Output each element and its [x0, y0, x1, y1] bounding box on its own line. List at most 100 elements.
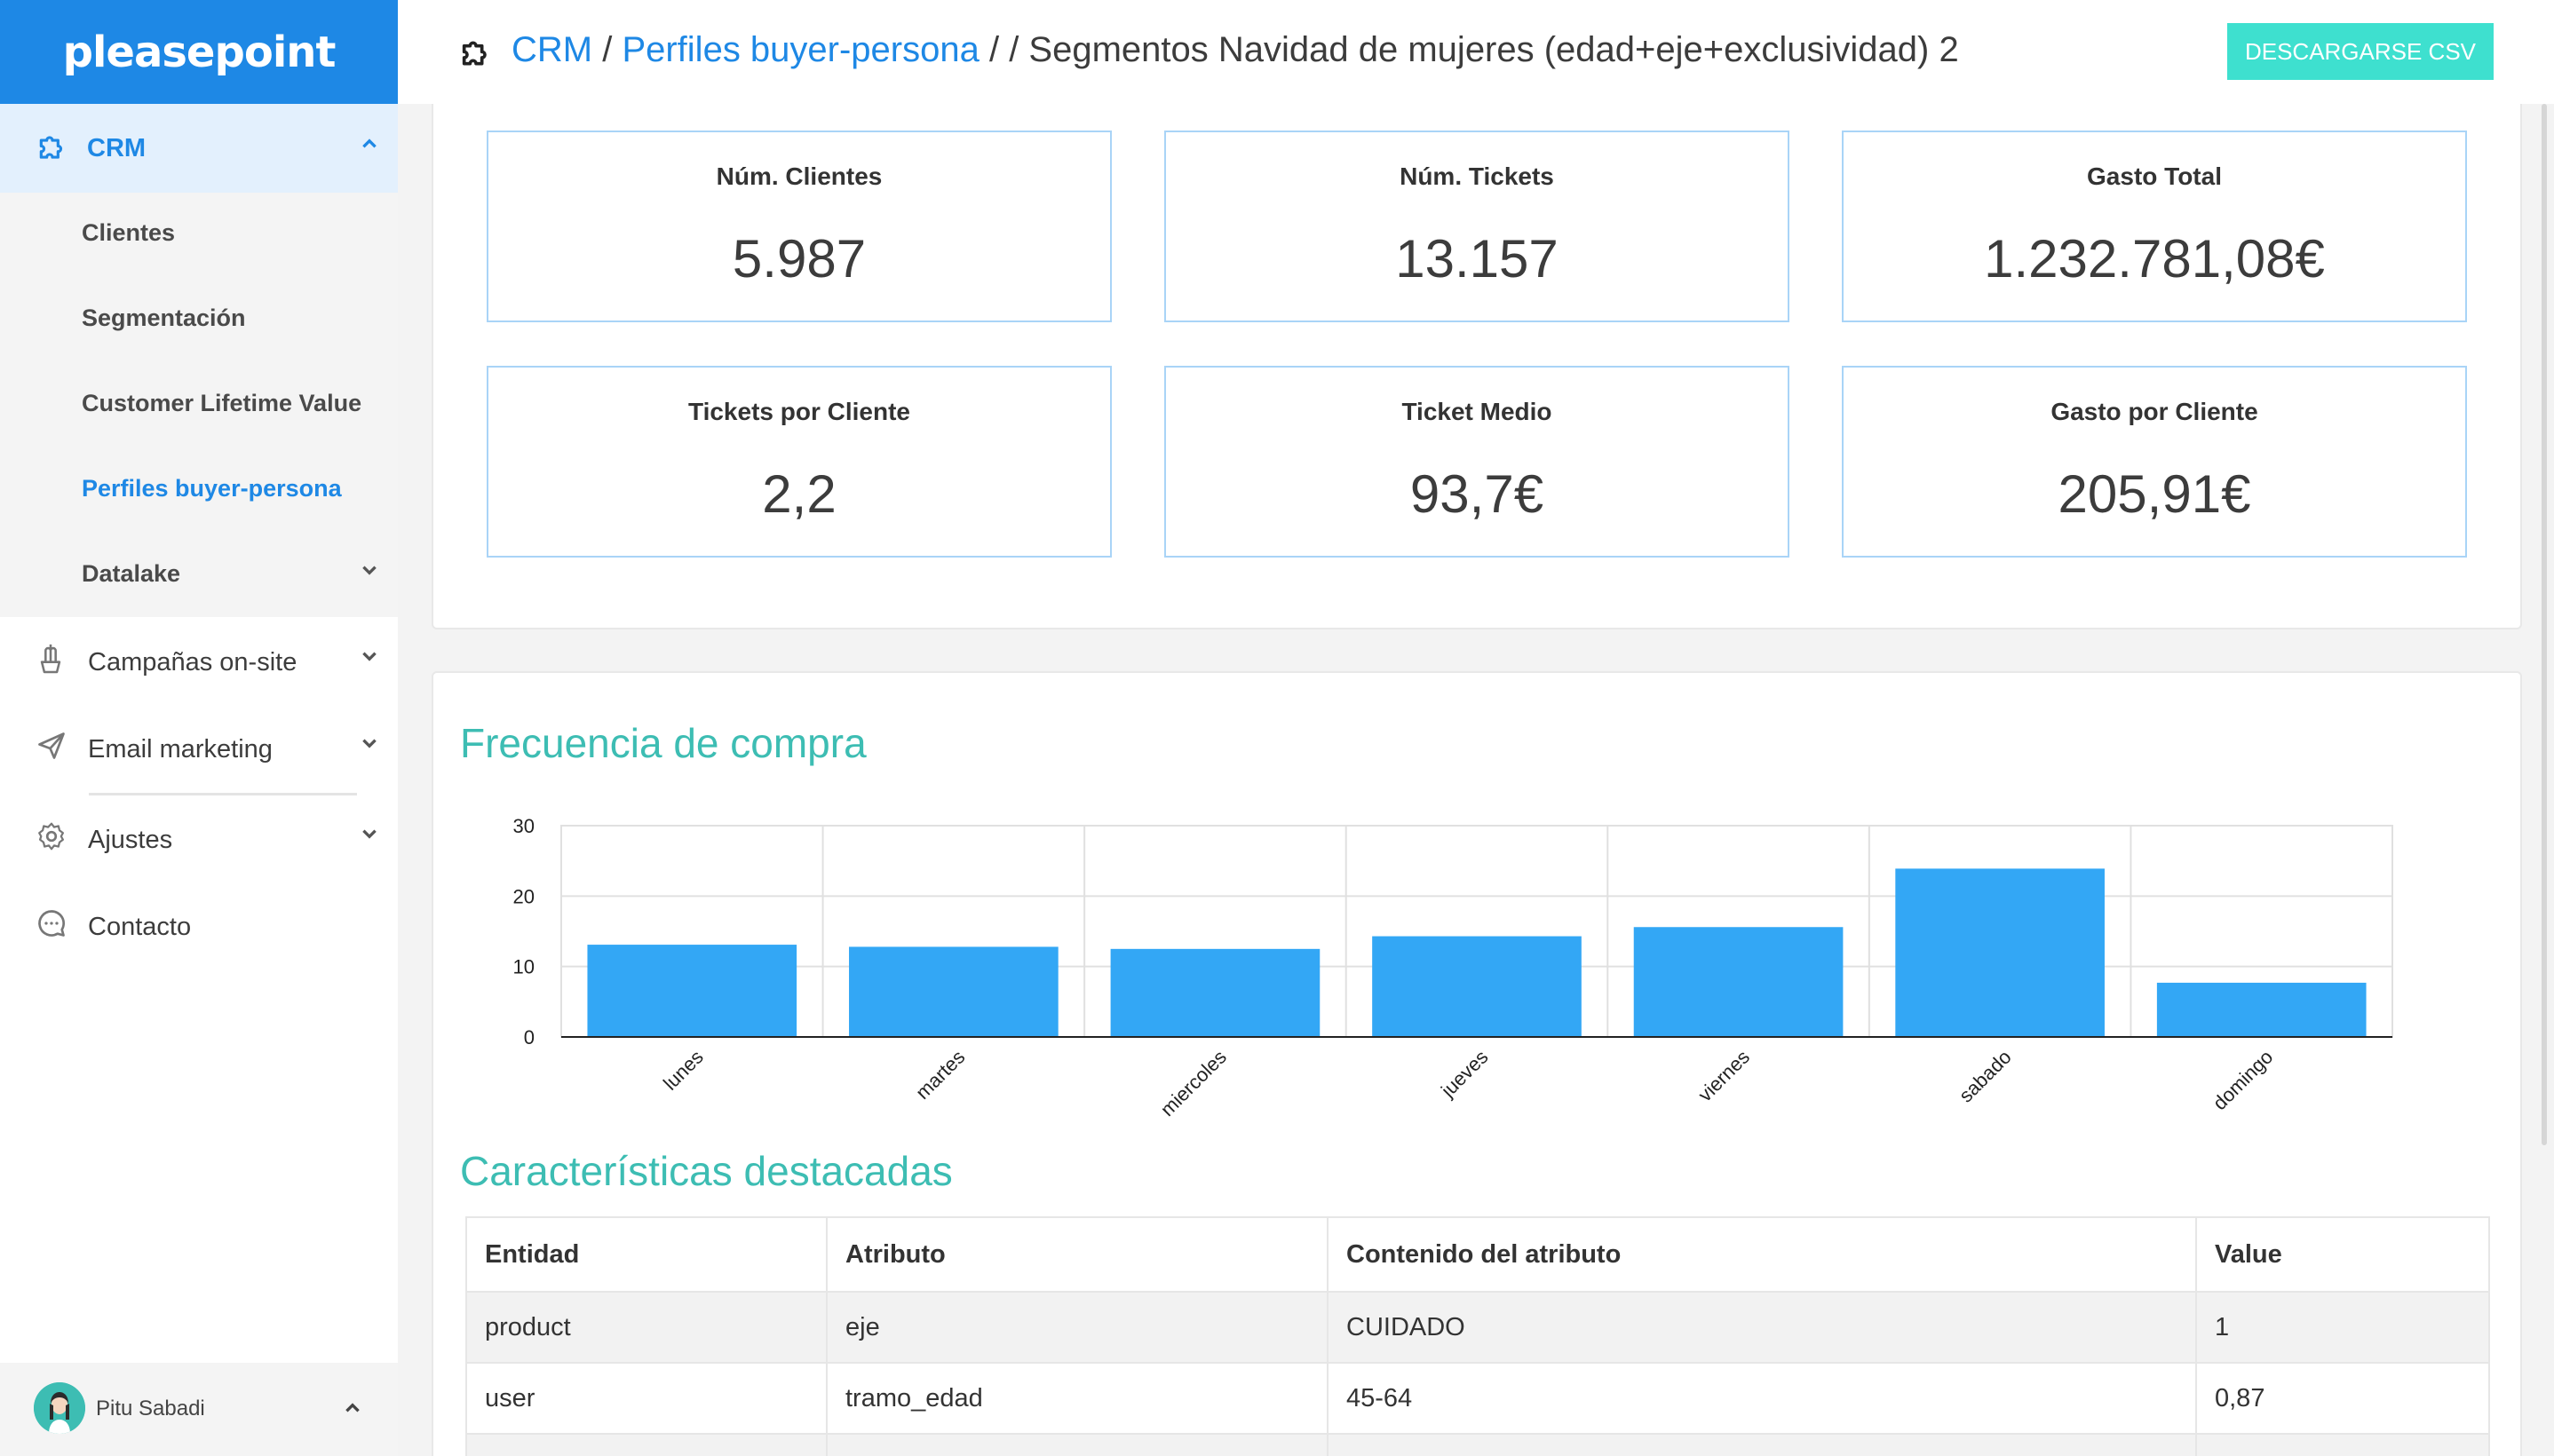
- cactus-icon: [36, 639, 66, 679]
- chevron-down-icon[interactable]: [360, 646, 379, 670]
- breadcrumb-current: / / Segmentos Navidad de mujeres (edad+e…: [979, 30, 1959, 69]
- sidebar-item-label: Ajustes: [88, 826, 173, 854]
- x-tick-label: sabado: [1955, 1046, 2016, 1107]
- kpi-value: 2,2: [762, 464, 837, 524]
- divider: [89, 793, 357, 795]
- frequency-title: Frecuencia de compra: [460, 720, 867, 766]
- sidebar-item-email[interactable]: Email marketing: [0, 710, 398, 790]
- sidebar-item-segmentacion[interactable]: Segmentación: [82, 305, 246, 331]
- table-cell: [1327, 1433, 2197, 1456]
- chevron-down-icon[interactable]: [360, 733, 379, 757]
- table-cell: user: [465, 1362, 828, 1435]
- column-header[interactable]: Value: [2195, 1216, 2490, 1293]
- table-cell: 0,87: [2195, 1362, 2490, 1435]
- kpi-card-clientes: Núm. Clientes 5.987: [487, 131, 1112, 322]
- chevron-down-icon[interactable]: [360, 824, 379, 848]
- chevron-down-icon[interactable]: [360, 560, 379, 584]
- x-tick-label: viernes: [1693, 1046, 1754, 1106]
- kpi-value: 1.232.781,08€: [1984, 229, 2325, 289]
- kpi-title: Núm. Clientes: [716, 162, 883, 190]
- bar: [1895, 868, 2105, 1037]
- puzzle-icon: [458, 36, 494, 75]
- x-tick-label: miercoles: [1156, 1046, 1231, 1120]
- paper-plane-icon: [36, 730, 67, 766]
- gear-icon: [36, 820, 67, 857]
- sidebar-item-clv[interactable]: Customer Lifetime Value: [82, 390, 362, 416]
- breadcrumb: CRM / Perfiles buyer-persona / / Segment…: [512, 30, 1959, 70]
- sidebar-item-clientes[interactable]: Clientes: [82, 219, 176, 246]
- kpi-card-gasto-total: Gasto Total 1.232.781,08€: [1842, 131, 2467, 322]
- x-tick-label: lunes: [659, 1046, 708, 1095]
- table-cell: 1: [2195, 1291, 2490, 1364]
- frequency-chart: 0 10 20 30 lunes martes miercoles jueves viernes…: [513, 815, 2393, 1120]
- table-row: [465, 1433, 2490, 1456]
- kpi-card-tickets: Núm. Tickets 13.157: [1164, 131, 1789, 322]
- sidebar-item-crm[interactable]: CRM: [0, 104, 398, 193]
- table-row: user tramo_edad 45-64 0,87: [465, 1362, 2490, 1435]
- table-cell: [2195, 1433, 2490, 1456]
- breadcrumb-separator: /: [592, 30, 623, 69]
- kpi-value: 205,91€: [2058, 464, 2251, 524]
- sidebar-item-datalake[interactable]: Datalake: [82, 560, 181, 587]
- sidebar: pleasepoint CRM Clientes Segmentación Cu…: [0, 0, 398, 1456]
- table-cell: CUIDADO: [1327, 1291, 2197, 1364]
- table-header-row: Entidad Atributo Contenido del atributo …: [465, 1216, 2490, 1293]
- kpi-title: Gasto Total: [2087, 162, 2222, 190]
- kpi-card-ticket-medio: Ticket Medio 93,7€: [1164, 366, 1789, 558]
- kpi-title: Gasto por Cliente: [2050, 398, 2258, 425]
- kpi-card-gasto-cliente: Gasto por Cliente 205,91€: [1842, 366, 2467, 558]
- sidebar-item-label: Campañas on-site: [88, 648, 297, 677]
- kpi-value: 93,7€: [1409, 464, 1544, 524]
- y-tick-label: 20: [513, 885, 535, 907]
- user-name: Pitu Sabadi: [96, 1397, 205, 1420]
- kpi-value: 13.157: [1395, 229, 1559, 289]
- bar: [849, 946, 1059, 1037]
- bar: [1110, 948, 1321, 1037]
- kpi-title: Tickets por Cliente: [687, 398, 910, 425]
- y-tick-label: 30: [513, 815, 535, 837]
- bar: [587, 945, 797, 1037]
- table-row: product eje CUIDADO 1: [465, 1291, 2490, 1364]
- kpi-title: Núm. Tickets: [1400, 162, 1554, 190]
- sidebar-item-contacto[interactable]: Contacto: [0, 888, 398, 968]
- column-header[interactable]: Entidad: [465, 1216, 828, 1293]
- x-tick-label: jueves: [1436, 1046, 1492, 1102]
- table-cell: product: [465, 1291, 828, 1364]
- table-cell: [465, 1433, 828, 1456]
- breadcrumb-crm[interactable]: CRM: [512, 30, 593, 69]
- sidebar-item-campanas[interactable]: Campañas on-site: [0, 623, 398, 703]
- sidebar-item-label: CRM: [87, 133, 147, 162]
- bar: [2156, 982, 2367, 1037]
- table-cell: 45-64: [1327, 1362, 2197, 1435]
- sidebar-item-label: Email marketing: [88, 735, 273, 764]
- table-cell: [826, 1433, 1329, 1456]
- kpi-title: Ticket Medio: [1401, 398, 1552, 425]
- sidebar-item-label: Contacto: [88, 913, 192, 941]
- kpi-card-tickets-cliente: Tickets por Cliente 2,2: [487, 366, 1112, 558]
- header: CRM / Perfiles buyer-persona / / Segment…: [398, 0, 2554, 104]
- features-title: Características destacadas: [460, 1148, 953, 1194]
- bar: [1372, 936, 1582, 1037]
- x-tick-label: martes: [911, 1046, 969, 1104]
- kpi-value: 5.987: [732, 229, 867, 289]
- sidebar-item-buyer-persona[interactable]: Perfiles buyer-persona: [82, 475, 342, 502]
- crm-submenu: Clientes Segmentación Customer Lifetime …: [0, 193, 398, 617]
- chevron-up-icon[interactable]: [343, 1398, 362, 1422]
- download-csv-button[interactable]: DESCARGARSE CSV: [2227, 23, 2494, 80]
- y-tick-label: 10: [513, 956, 535, 978]
- scrollbar[interactable]: [2542, 104, 2547, 1145]
- user-menu[interactable]: Pitu Sabadi: [0, 1363, 398, 1456]
- avatar[interactable]: [34, 1382, 85, 1434]
- breadcrumb-buyer-persona[interactable]: Perfiles buyer-persona: [622, 30, 980, 69]
- puzzle-icon: [36, 131, 69, 169]
- table-cell: tramo_edad: [826, 1362, 1329, 1435]
- chevron-up-icon[interactable]: [360, 134, 379, 158]
- column-header[interactable]: Contenido del atributo: [1327, 1216, 2197, 1293]
- chat-bubble-icon: [36, 907, 67, 944]
- logo[interactable]: pleasepoint: [0, 0, 398, 104]
- y-tick-label: 0: [524, 1026, 535, 1048]
- sidebar-item-ajustes[interactable]: Ajustes: [0, 801, 398, 881]
- column-header[interactable]: Atributo: [826, 1216, 1329, 1293]
- x-tick-label: domingo: [2209, 1046, 2277, 1114]
- features-table: Entidad Atributo Contenido del atributo …: [465, 1216, 2490, 1456]
